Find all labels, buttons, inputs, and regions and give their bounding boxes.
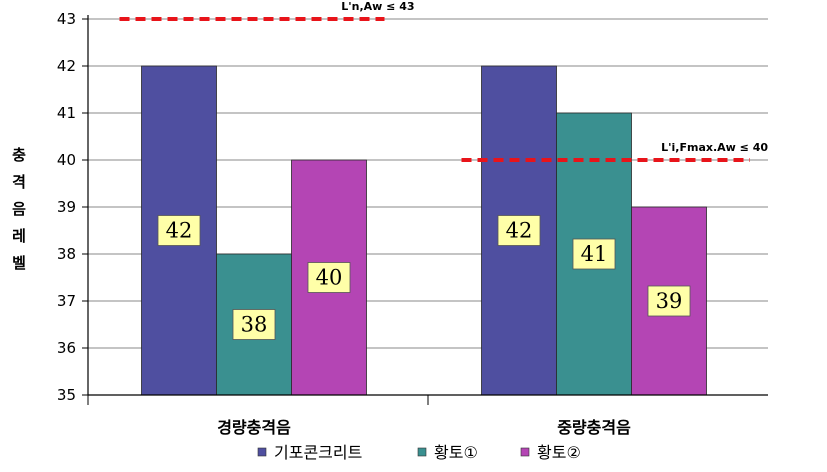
y-tick-label: 40 xyxy=(57,151,76,169)
data-label: 42 xyxy=(166,219,193,243)
data-label: 42 xyxy=(506,219,533,243)
data-labels: 42 38 40 42 41 39 xyxy=(157,215,691,340)
data-label-box xyxy=(647,285,691,317)
data-label: 41 xyxy=(581,242,608,266)
y-tick-label: 36 xyxy=(57,339,76,357)
data-label: 40 xyxy=(316,266,343,290)
data-label-box xyxy=(157,215,201,246)
y-tick-label: 43 xyxy=(57,10,76,28)
bars xyxy=(141,65,707,396)
y-axis-title-char: 충 xyxy=(12,146,26,164)
legend-swatch xyxy=(417,447,427,457)
y-tick-label: 42 xyxy=(57,57,76,75)
data-label-box xyxy=(307,262,351,293)
y-axis-title-char: 레 xyxy=(12,227,26,245)
y-axis-title-char: 격 xyxy=(12,173,26,191)
y-axis-title-char: 벨 xyxy=(12,254,26,272)
legend-label: 황토① xyxy=(434,443,478,462)
data-label-box xyxy=(232,309,276,340)
data-label-box xyxy=(572,238,616,270)
reference-line-label: L'i,Fmax.Aw ≤ 40 xyxy=(661,141,768,154)
y-tick-label: 37 xyxy=(57,292,76,310)
legend-swatch xyxy=(520,447,530,457)
y-tick-label: 38 xyxy=(57,245,76,263)
legend: 기포콘크리트 황토① 황토② xyxy=(257,443,581,462)
data-label: 38 xyxy=(241,313,268,337)
legend-label: 기포콘크리트 xyxy=(274,443,362,462)
y-tick-label: 39 xyxy=(57,198,76,216)
category-label: 경량충격음 xyxy=(217,418,291,437)
legend-label: 황토② xyxy=(537,443,581,462)
y-axis-title-char: 음 xyxy=(12,200,26,218)
legend-swatch xyxy=(257,447,267,457)
reference-lines: L'n,Aw ≤ 43 L'i,Fmax.Aw ≤ 40 xyxy=(119,0,768,162)
category-label: 중량충격음 xyxy=(557,418,631,437)
y-tick-label: 35 xyxy=(57,386,76,404)
axes: 35 36 37 38 39 40 41 42 43 경량충격음 중량충격음 xyxy=(57,10,768,437)
data-label-box xyxy=(497,215,541,246)
y-tick-label: 41 xyxy=(57,104,76,122)
reference-line-label: L'n,Aw ≤ 43 xyxy=(341,0,414,13)
data-label: 39 xyxy=(656,289,683,313)
